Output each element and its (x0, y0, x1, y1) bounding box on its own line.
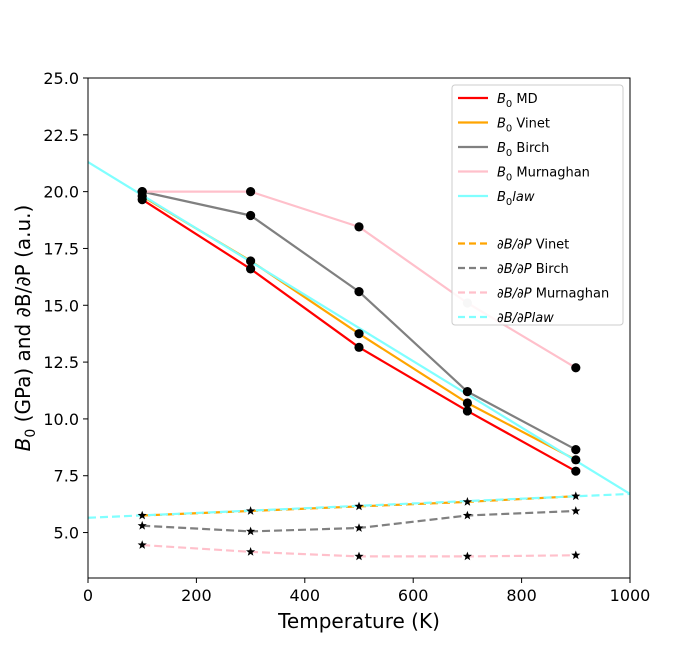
marker-dbdp-birch-points (462, 510, 472, 520)
marker-vinet-points (246, 256, 256, 266)
legend-label-b0-birch: B0 Birch (497, 141, 549, 159)
marker-murnaghan-points (354, 222, 364, 232)
y-axis-label-rest: (GPa) and ∂B/∂P (a.u.) (11, 205, 35, 429)
legend-label-dbdp-law: ∂B/∂Plaw (497, 311, 554, 326)
marker-md-points (246, 264, 256, 274)
marker-dbdp-murnaghan-points (354, 551, 364, 561)
legend-label-b0-md: B0 MD (497, 92, 538, 110)
marker-birch-points (571, 444, 581, 455)
marker-dbdp-birch-points (246, 526, 256, 536)
legend-label-dbdp-murnaghan: ∂B/∂P Murnaghan (497, 287, 609, 302)
marker-dbdp-birch-points (137, 520, 147, 530)
marker-dbdp-vinet-points (571, 491, 581, 501)
y-tick-label: 20.0 (43, 183, 79, 202)
x-tick-label: 400 (290, 586, 321, 605)
marker-md-points (571, 466, 581, 476)
marker-md-points (354, 342, 364, 352)
legend-label-b0-murnaghan: B0 Murnaghan (497, 166, 590, 184)
marker-dbdp-vinet-points (246, 506, 256, 515)
marker-dbdp-birch-points (571, 506, 581, 515)
y-tick-label: 7.5 (54, 467, 79, 486)
y-axis-ticks: 5.0 7.5 10.0 12.5 15.0 17.5 20.0 22.5 25.0 (43, 69, 88, 543)
marker-birch-points (462, 387, 472, 397)
legend-label-dbdp-birch: ∂B/∂P Birch (497, 262, 569, 277)
x-axis-label: Temperature (K) (277, 609, 440, 633)
series-line-b0-law (87, 161, 631, 495)
y-tick-label: 5.0 (54, 524, 79, 543)
x-tick-label: 200 (181, 586, 212, 605)
y-axis-label: B0 (GPa) and ∂B/∂P (a.u.) (11, 205, 39, 452)
marker-dbdp-murnaghan-points (571, 550, 581, 560)
marker-dbdp-vinet-points (354, 501, 364, 511)
y-axis-label-symbol: B (11, 438, 35, 452)
marker-dbdp-murnaghan-points (137, 540, 147, 549)
marker-murnaghan-points (571, 363, 581, 373)
y-tick-label: 12.5 (43, 353, 79, 372)
legend-frame (451, 84, 624, 326)
marker-murnaghan-points (137, 187, 147, 197)
y-tick-label: 25.0 (43, 69, 79, 88)
marker-vinet-points (462, 398, 472, 408)
x-tick-label: 600 (398, 586, 429, 605)
y-tick-label: 22.5 (43, 126, 79, 145)
plot-frame (87, 77, 631, 579)
y-tick-label: 10.0 (43, 410, 79, 429)
legend-label-dbdp-vinet: ∂B/∂P Vinet (497, 238, 569, 253)
x-tick-label: 1000 (610, 586, 651, 605)
x-axis-ticks: 0 200 400 600 800 1000 (83, 578, 650, 605)
x-tick-label: 0 (83, 586, 93, 605)
marker-vinet-points (354, 329, 364, 339)
legend-entries: B0 MD B0 Vinet B0 Birch B0 Murnaghan B0law ∂B… (458, 92, 609, 326)
marker-murnaghan-points (246, 187, 256, 197)
marker-dbdp-vinet-points (137, 510, 147, 520)
y-tick-label: 15.0 (43, 296, 79, 315)
legend-label-b0-law: B0law (497, 190, 535, 208)
marker-dbdp-murnaghan-points (462, 551, 472, 561)
marker-dbdp-birch-points (354, 523, 364, 532)
legend-label-b0-vinet: B0 Vinet (497, 117, 550, 135)
x-tick-label: 800 (506, 586, 537, 605)
marker-dbdp-vinet-points (462, 497, 472, 506)
marker-dbdp-murnaghan-points (246, 547, 256, 556)
legend: B0 MD B0 Vinet B0 Birch B0 Murnaghan B0law ∂B… (451, 84, 624, 326)
marker-vinet-points (571, 455, 581, 465)
marker-birch-points (354, 287, 364, 297)
y-axis-label-subscript: 0 (23, 429, 39, 438)
y-tick-label: 17.5 (43, 239, 79, 258)
marker-md-points (462, 406, 472, 416)
marker-birch-points (246, 210, 256, 221)
